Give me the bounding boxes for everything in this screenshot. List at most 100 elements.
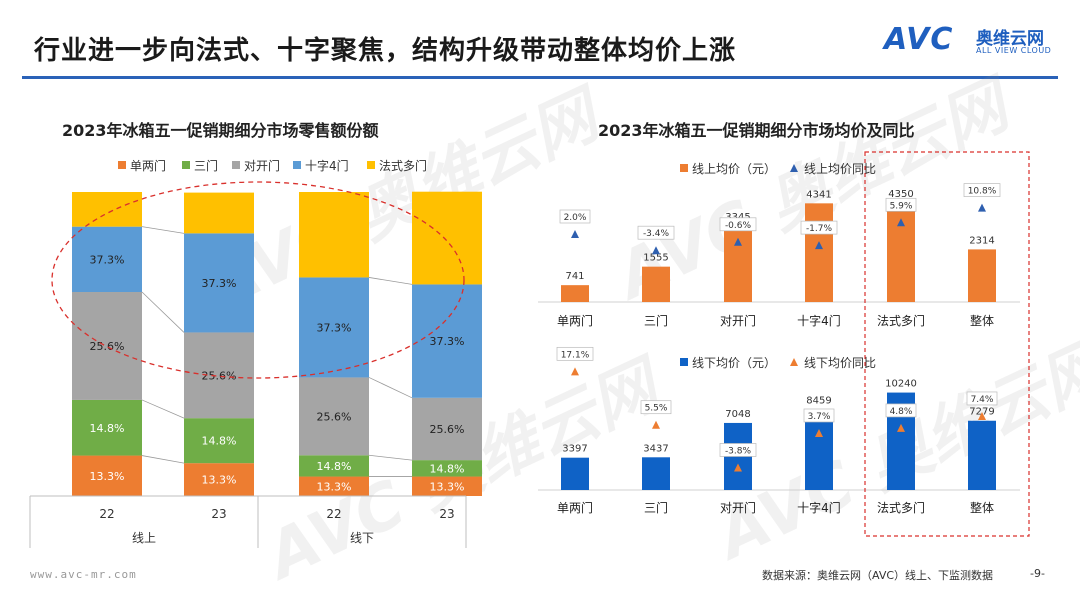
legend-label: 十字4门 (305, 158, 349, 173)
yoy-label-box (719, 217, 757, 232)
x-tick-label: 单两门 (557, 500, 593, 515)
yoy-marker (815, 241, 823, 250)
bar (724, 225, 752, 302)
yoy-marker (652, 420, 660, 429)
value-label: 2314 (969, 235, 994, 246)
x-tick-label: 法式多门 (877, 500, 925, 515)
yoy-label: 5.5% (645, 404, 668, 414)
avc-logo: AVC 奥维云网 ALL VIEW CLOUD (884, 22, 1064, 62)
yoy-marker (652, 246, 660, 255)
x-tick-label: 三门 (644, 500, 668, 515)
bar-segment (299, 455, 369, 477)
legend-marker (790, 358, 798, 366)
logo-en-text: ALL VIEW CLOUD (976, 46, 1052, 55)
data-label: 14.8% (90, 422, 125, 435)
yoy-label-box (885, 403, 917, 418)
bar (805, 203, 833, 302)
group-label: 线上 (132, 531, 156, 545)
connector-line (368, 277, 413, 285)
bar-segment (72, 399, 142, 456)
legend-label: 对开门 (244, 158, 280, 173)
yoy-label: 3.7% (808, 412, 831, 422)
value-label: 8459 (806, 396, 831, 407)
bar-segment (299, 476, 369, 496)
yoy-label-box (800, 220, 838, 235)
page-number: -9- (1030, 567, 1045, 580)
value-label: 4341 (806, 189, 831, 200)
bar (805, 409, 833, 490)
x-tick-label: 对开门 (720, 313, 756, 328)
title-divider (22, 76, 1058, 79)
legend-swatch (232, 161, 240, 169)
yoy-label: -3.4% (643, 229, 670, 239)
page-title: 行业进一步向法式、十字聚焦，结构升级带动整体均价上涨 (34, 36, 737, 66)
legend-label: 线上均价同比 (804, 162, 876, 176)
bar-segment (412, 476, 482, 496)
yoy-marker (734, 237, 742, 246)
yoy-label: 2.0% (564, 213, 587, 223)
bar-segment (184, 192, 254, 234)
yoy-marker (734, 463, 742, 472)
yoy-label: -3.8% (725, 446, 752, 456)
data-label: 13.3% (202, 474, 237, 487)
connector-line (368, 454, 413, 461)
yoy-marker (897, 423, 905, 432)
yoy-label: -0.6% (725, 221, 752, 231)
bar-segment (72, 226, 142, 293)
legend-marker (790, 164, 798, 172)
bar-segment (184, 463, 254, 496)
bar-segment (299, 192, 369, 278)
data-label: 25.6% (90, 340, 125, 353)
legend-label: 线下均价同比 (804, 356, 876, 370)
right-price-chart: 线上均价（元）线上均价同比7412.0%单两门1555-3.4%三门3345-0… (538, 151, 1030, 537)
x-tick-label: 十字4门 (797, 500, 841, 515)
data-label: 25.6% (430, 423, 465, 436)
yoy-label: 4.8% (890, 407, 913, 417)
yoy-label-box (719, 443, 757, 457)
yoy-marker (571, 367, 579, 376)
x-tick-label: 22 (326, 507, 341, 521)
yoy-label-box (966, 391, 998, 406)
x-tick-label: 23 (439, 507, 454, 521)
data-label: 37.3% (317, 321, 352, 334)
yoy-marker (978, 411, 986, 420)
x-tick-label: 整体 (970, 500, 994, 515)
x-tick-label: 法式多门 (877, 313, 925, 328)
bar (561, 285, 589, 302)
value-label: 741 (565, 271, 584, 282)
yoy-label-box (803, 408, 835, 423)
bar-segment (184, 233, 254, 333)
bar (642, 266, 670, 302)
bar-segment (412, 284, 482, 398)
value-label: 3437 (643, 443, 668, 454)
data-label: 13.3% (430, 480, 465, 493)
data-label: 25.6% (202, 369, 237, 382)
x-tick-label: 整体 (970, 313, 994, 328)
bar (642, 457, 670, 490)
bar (968, 249, 996, 302)
left-chart-title: 2023年冰箱五一促销期细分市场零售额份额 (62, 121, 379, 140)
highlight-ellipse (51, 181, 465, 379)
yoy-label: 10.8% (968, 187, 997, 197)
legend-swatch (680, 358, 688, 366)
legend-label: 线上均价（元） (692, 162, 776, 176)
legend-label: 三门 (194, 158, 218, 173)
data-label: 14.8% (202, 435, 237, 448)
bar-segment (72, 192, 142, 227)
data-label: 14.8% (430, 462, 465, 475)
bar-segment (72, 292, 142, 400)
logo-cn-text: 奥维云网 (976, 29, 1044, 49)
bar-segment (412, 460, 482, 477)
highlight-box (864, 151, 1030, 537)
value-label: 7048 (725, 409, 750, 420)
data-label: 37.3% (430, 335, 465, 348)
connector-line (141, 399, 185, 419)
x-tick-label: 23 (211, 507, 226, 521)
data-label: 37.3% (202, 277, 237, 290)
value-label: 4350 (888, 189, 913, 200)
bar-segment (299, 277, 369, 378)
connector-line (141, 291, 185, 333)
connector-line (141, 455, 185, 464)
legend-swatch (293, 161, 301, 169)
yoy-label: -1.7% (806, 224, 833, 234)
